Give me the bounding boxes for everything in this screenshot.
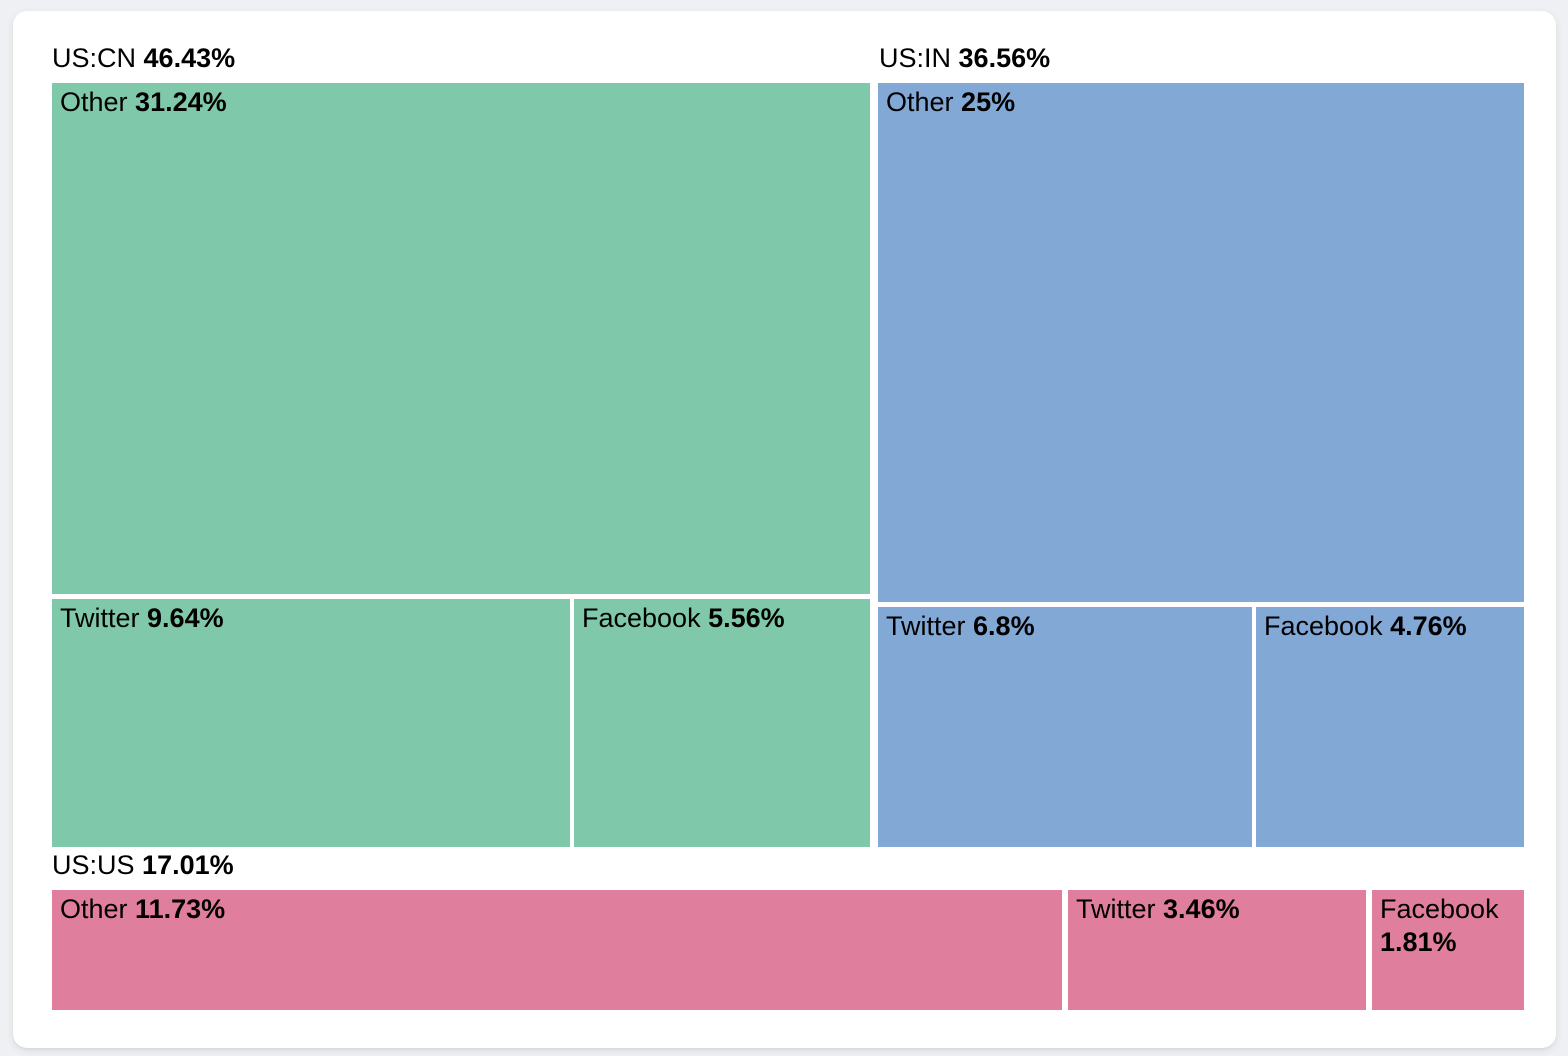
cell-label: Facebook xyxy=(582,603,701,633)
group-label-us-cn: US:CN 46.43% xyxy=(52,41,235,75)
cell-value: 3.46% xyxy=(1163,894,1240,924)
group-label-us-us: US:US 17.01% xyxy=(52,848,234,882)
treemap-cell-us-in-facebook[interactable]: Facebook 4.76% xyxy=(1256,607,1524,847)
group-value: 36.56% xyxy=(958,43,1051,73)
treemap-cell-us-cn-twitter[interactable]: Twitter 9.64% xyxy=(52,599,570,847)
treemap-cell-us-cn-other[interactable]: Other 31.24% xyxy=(52,83,870,594)
cell-value: 6.8% xyxy=(973,611,1035,641)
cell-label: Facebook xyxy=(1380,894,1499,924)
group-label-us-in: US:IN 36.56% xyxy=(879,41,1050,75)
cell-value: 5.56% xyxy=(708,603,785,633)
cell-label: Twitter xyxy=(60,603,140,633)
cell-label: Other xyxy=(60,87,128,117)
cell-value: 9.64% xyxy=(147,603,224,633)
treemap-cell-us-us-other[interactable]: Other 11.73% xyxy=(52,890,1062,1010)
cell-value: 4.76% xyxy=(1390,611,1467,641)
treemap-cell-us-in-twitter[interactable]: Twitter 6.8% xyxy=(878,607,1252,847)
cell-value: 1.81% xyxy=(1380,927,1457,957)
cell-label: Twitter xyxy=(886,611,966,641)
group-value: 46.43% xyxy=(143,43,236,73)
cell-label: Twitter xyxy=(1076,894,1156,924)
cell-value: 25% xyxy=(961,87,1016,117)
treemap-cell-us-cn-facebook[interactable]: Facebook 5.56% xyxy=(574,599,870,847)
cell-value: 31.24% xyxy=(135,87,227,117)
treemap-cell-us-us-twitter[interactable]: Twitter 3.46% xyxy=(1068,890,1366,1010)
group-value: 17.01% xyxy=(142,850,234,880)
cell-value: 11.73% xyxy=(135,894,226,924)
group-name: US:US xyxy=(52,850,135,880)
group-name: US:CN xyxy=(52,43,137,73)
treemap-cell-us-in-other[interactable]: Other 25% xyxy=(878,83,1524,602)
group-name: US:IN xyxy=(879,43,952,73)
cell-label: Other xyxy=(886,87,954,117)
cell-label: Other xyxy=(60,894,128,924)
cell-label: Facebook xyxy=(1264,611,1383,641)
treemap-cell-us-us-facebook[interactable]: Facebook 1.81% xyxy=(1372,890,1524,1010)
